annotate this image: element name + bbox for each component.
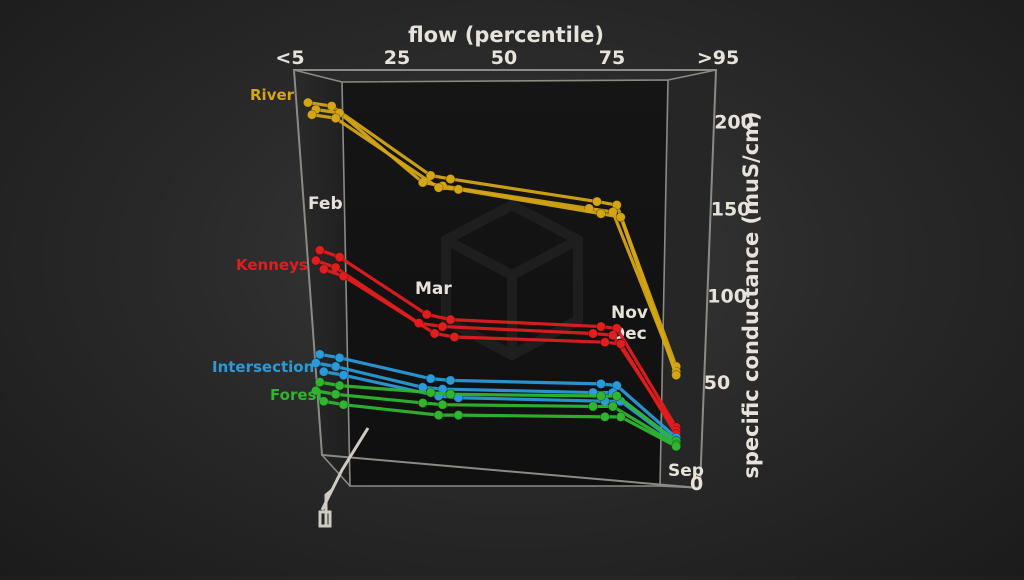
month-label-sep: Sep: [668, 461, 704, 481]
month-label-nov: Nov: [611, 303, 648, 323]
series-label-forest: Forest: [270, 386, 324, 404]
data-point: [671, 370, 682, 381]
data-point: [310, 255, 321, 266]
series-forest: [310, 377, 682, 452]
data-point: [330, 389, 341, 400]
y-tick-label: 150: [711, 199, 751, 221]
x-tick-label: >95: [697, 47, 739, 69]
y-axis-ticks: 0 50 100 150 200: [690, 112, 754, 495]
data-point: [330, 361, 341, 372]
series-label-kenneys: Kenneys: [236, 256, 308, 274]
x-axis-ticks: <5 25 50 75 >95: [275, 47, 739, 69]
data-point: [595, 391, 606, 402]
series-labels: River Kenneys Intersection Forest: [212, 86, 324, 404]
data-point: [615, 212, 626, 223]
data-point: [588, 328, 599, 339]
data-point: [334, 352, 345, 363]
data-point: [611, 200, 622, 211]
data-point: [437, 399, 448, 410]
data-point: [433, 182, 444, 193]
data-point: [338, 399, 349, 410]
y-tick-label: 50: [704, 372, 730, 394]
data-point: [334, 252, 345, 263]
box-edge-tl: [293, 69, 343, 83]
y-axis-title: specific conductance (muS/cm): [739, 111, 763, 478]
data-point: [445, 389, 456, 400]
data-point: [599, 411, 610, 422]
left-wall: [294, 70, 350, 486]
data-point: [318, 366, 329, 377]
data-point: [314, 245, 325, 256]
data-point: [671, 441, 682, 452]
data-point: [453, 410, 464, 421]
data-point: [615, 338, 626, 349]
data-point: [437, 321, 448, 332]
data-point: [449, 331, 460, 342]
month-label-mar: Mar: [415, 279, 452, 299]
data-point: [615, 411, 626, 422]
axis-triad-icon: [318, 427, 370, 528]
data-point: [433, 410, 444, 421]
x-tick-label: 25: [384, 47, 410, 69]
y-tick-label: 200: [714, 112, 754, 134]
data-point: [330, 113, 341, 124]
x-tick-label: 50: [491, 47, 517, 69]
series-layer: [302, 97, 682, 452]
data-point: [599, 337, 610, 348]
data-point: [611, 323, 622, 334]
data-point: [318, 396, 329, 407]
series-label-river: River: [250, 86, 295, 104]
data-point: [417, 397, 428, 408]
data-point: [310, 385, 321, 396]
data-point: [338, 370, 349, 381]
data-point: [588, 401, 599, 412]
data-point: [595, 321, 606, 332]
data-point: [453, 184, 464, 195]
data-point: [314, 349, 325, 360]
x-tick-label: 75: [599, 47, 625, 69]
data-point: [425, 387, 436, 398]
data-point: [310, 358, 321, 369]
back-wall: [342, 80, 668, 486]
data-point: [611, 380, 622, 391]
data-point: [607, 330, 618, 341]
series-label-intersection: Intersection: [212, 358, 314, 376]
watermark-cube-icon: [441, 199, 583, 361]
data-point: [429, 328, 440, 339]
box-edge-bl: [321, 454, 351, 487]
right-wall: [660, 70, 716, 488]
data-point: [425, 373, 436, 384]
x-tick-label: <5: [275, 47, 304, 69]
data-point: [334, 380, 345, 391]
y-tick-label: 100: [707, 285, 747, 307]
data-point: [326, 101, 337, 112]
data-point: [425, 170, 436, 181]
data-point: [314, 377, 325, 388]
data-point: [595, 378, 606, 389]
data-point: [592, 196, 603, 207]
data-point: [338, 271, 349, 282]
y-tick-label: 0: [690, 473, 703, 495]
series-river: [302, 97, 682, 381]
data-point: [445, 375, 456, 386]
x-axis-title: flow (percentile): [408, 23, 604, 47]
data-point: [445, 314, 456, 325]
series-kenneys: [310, 245, 682, 440]
data-point: [302, 97, 313, 108]
data-point: [318, 264, 329, 275]
data-point: [445, 173, 456, 184]
data-point: [595, 208, 606, 219]
data-point: [306, 109, 317, 120]
data-point: [607, 401, 618, 412]
data-point: [421, 309, 432, 320]
data-point: [611, 391, 622, 402]
box-edge-br: [659, 485, 701, 489]
month-label-feb: Feb: [308, 194, 343, 214]
box-edge-tr: [667, 69, 717, 81]
